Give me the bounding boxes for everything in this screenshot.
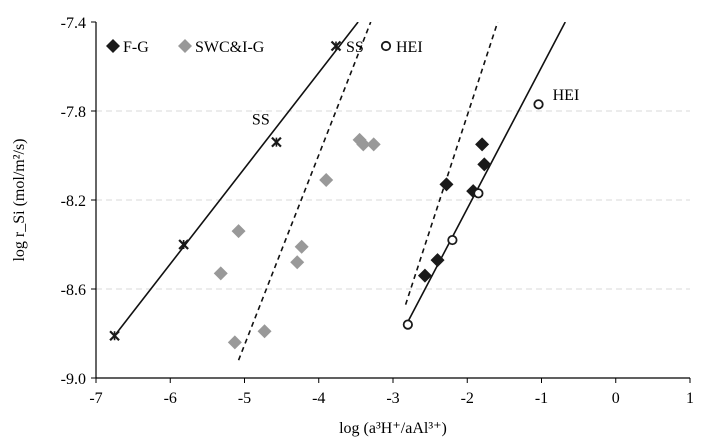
data-point-f-g xyxy=(477,157,492,172)
annotation-label: HEI xyxy=(553,87,580,104)
y-tick-label: -9.0 xyxy=(61,371,86,388)
x-tick-label: 1 xyxy=(686,390,694,407)
y-tick-label: -7.8 xyxy=(61,104,86,121)
data-point-hei xyxy=(447,234,458,246)
legend-label-hei: HEI xyxy=(396,39,423,56)
data-point-swc-i-g xyxy=(356,137,371,152)
x-tick-label: 0 xyxy=(612,390,620,407)
legend-marker-hei xyxy=(380,40,392,52)
x-tick-label: -3 xyxy=(386,390,399,407)
data-point-swc-i-g xyxy=(294,239,309,254)
data-point-swc-i-g xyxy=(290,255,305,270)
x-tick-label: -1 xyxy=(535,390,548,407)
data-point-ss xyxy=(109,330,120,342)
data-point-hei xyxy=(533,99,544,110)
x-tick-label: -7 xyxy=(89,390,102,407)
legend-marker-ss xyxy=(330,40,342,52)
y-tick-label: -7.4 xyxy=(61,15,86,32)
data-point-swc-i-g xyxy=(231,224,246,239)
data-point-f-g xyxy=(439,177,454,192)
legend-label-f-g: F-G xyxy=(123,39,149,56)
plot-area: -7.4 -7.8 -8.2 -8.6 -9.0-7 -6 -5 -4 -3 -2 -1 0 1 SS HE… xyxy=(61,15,694,407)
x-tick-label: -6 xyxy=(164,390,177,407)
legend-label-swc-i-g: SWC&I-G xyxy=(195,39,265,56)
data-point-swc-i-g xyxy=(227,335,242,350)
legend-marker-swc-i-g xyxy=(178,39,192,53)
fit-line-hei xyxy=(405,22,566,325)
legend-label-ss: SS xyxy=(346,39,364,56)
x-tick-label: -2 xyxy=(461,390,474,407)
data-point-ss xyxy=(271,136,282,148)
data-point-swc-i-g xyxy=(366,137,381,152)
y-tick-label: -8.2 xyxy=(61,193,86,210)
data-point-swc-i-g xyxy=(257,324,272,339)
data-point-f-g xyxy=(417,268,432,283)
y-axis-title: log r_Si (mol/m²/s) xyxy=(11,138,28,261)
y-tick-label: -8.6 xyxy=(61,282,86,299)
data-point-swc-i-g xyxy=(213,266,228,281)
fit-line-f-g xyxy=(404,22,499,305)
legend-marker-f-g xyxy=(106,39,120,53)
data-point-swc-i-g xyxy=(319,172,334,187)
data-point-f-g xyxy=(475,137,490,152)
x-tick-label: -4 xyxy=(312,390,325,407)
x-axis-title: log (a³H⁺/aAl³⁺) xyxy=(339,420,447,437)
annotation-label: SS xyxy=(252,111,270,128)
data-point-hei xyxy=(402,319,413,330)
legend: F-G SWC&I-G SS HEI xyxy=(106,39,423,56)
x-tick-label: -5 xyxy=(238,390,251,407)
data-point-f-g xyxy=(430,253,445,268)
fit-line-ss xyxy=(113,22,359,337)
data-point-ss xyxy=(178,239,189,250)
fit-line-swc-i-g xyxy=(237,22,372,361)
data-point-hei xyxy=(473,188,484,199)
